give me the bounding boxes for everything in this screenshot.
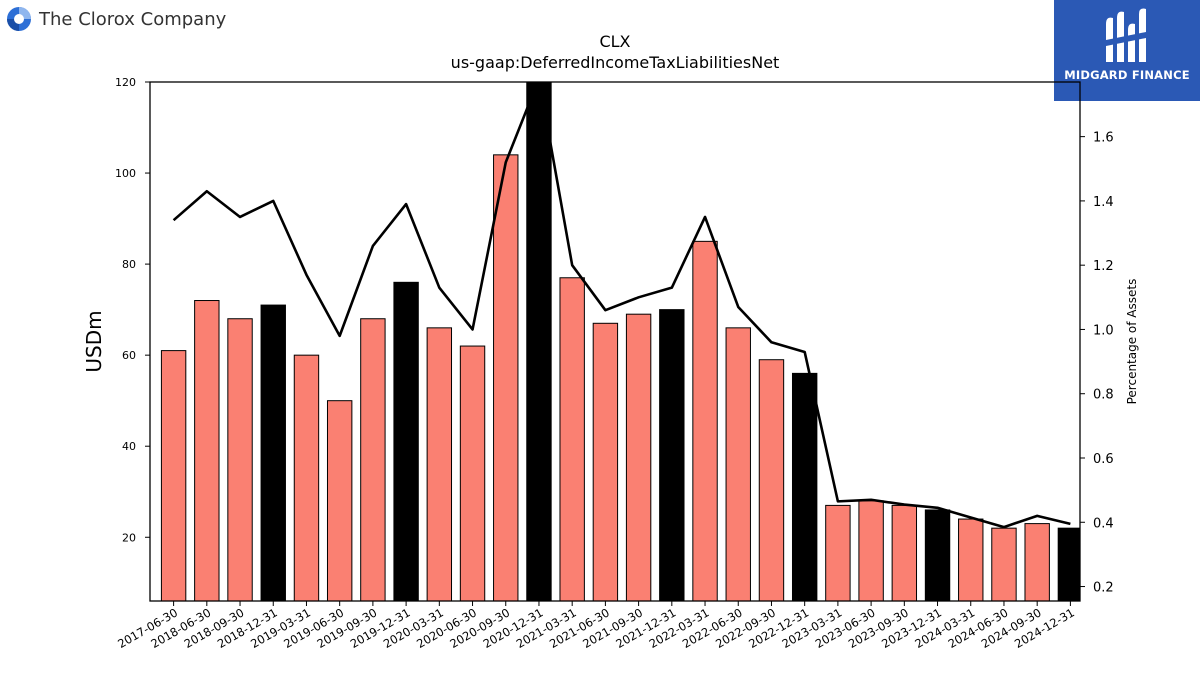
chart-title: CLX (599, 32, 631, 51)
y2-tick-label: 1.6 (1093, 131, 1114, 146)
bar (459, 345, 486, 601)
y2-tick-label: 0.8 (1093, 388, 1114, 403)
y2-tick-label: 0.4 (1093, 516, 1114, 531)
brand-badge: MIDGARD FINANCE (1054, 0, 1200, 101)
midgard-logo-icon (1106, 8, 1146, 63)
bar (360, 318, 386, 601)
y-tick-label: 20 (122, 531, 136, 544)
y2-tick-label: 0.6 (1093, 452, 1114, 467)
bar (194, 300, 220, 601)
percentage-line (172, 82, 1071, 529)
bar (160, 350, 187, 601)
bar (625, 313, 652, 601)
bar (326, 400, 353, 601)
bar (825, 504, 851, 601)
clorox-logo-icon (7, 7, 31, 31)
bar (1024, 523, 1050, 601)
y-tick-label: 40 (122, 440, 136, 453)
y-axis-label: USDm (82, 310, 106, 372)
bar (260, 304, 286, 601)
bar (659, 309, 685, 601)
bar (758, 359, 785, 601)
bar (1057, 527, 1080, 601)
bar (559, 277, 585, 601)
bar (493, 154, 519, 601)
chart-subtitle: us-gaap:DeferredIncomeTaxLiabilitiesNet (450, 53, 780, 72)
y-tick-label: 80 (122, 258, 136, 271)
bar (526, 82, 552, 601)
y-tick-label: 100 (115, 167, 136, 180)
bar (393, 281, 419, 601)
bar (858, 500, 884, 601)
company-header: The Clorox Company (6, 4, 226, 34)
bar (991, 527, 1017, 601)
y2-tick-label: 0.2 (1093, 581, 1114, 596)
brand-name: MIDGARD FINANCE (1064, 68, 1190, 82)
bar (791, 372, 818, 601)
bar (924, 509, 951, 601)
bar (725, 327, 751, 601)
bar (891, 504, 918, 601)
y-tick-label: 60 (122, 349, 136, 362)
y2-tick-label: 1.4 (1093, 195, 1114, 210)
bar (692, 240, 718, 601)
plot-frame (149, 81, 1081, 602)
bar (958, 518, 984, 601)
y2-axis-label: Percentage of Assets (1125, 279, 1139, 405)
bar (227, 318, 253, 601)
company-name: The Clorox Company (39, 8, 227, 30)
bar (426, 327, 453, 601)
y-tick-label: 120 (115, 76, 136, 89)
bar (592, 322, 619, 601)
bar (293, 354, 320, 601)
y2-tick-label: 1.0 (1093, 323, 1114, 338)
y2-tick-label: 1.2 (1093, 259, 1114, 274)
